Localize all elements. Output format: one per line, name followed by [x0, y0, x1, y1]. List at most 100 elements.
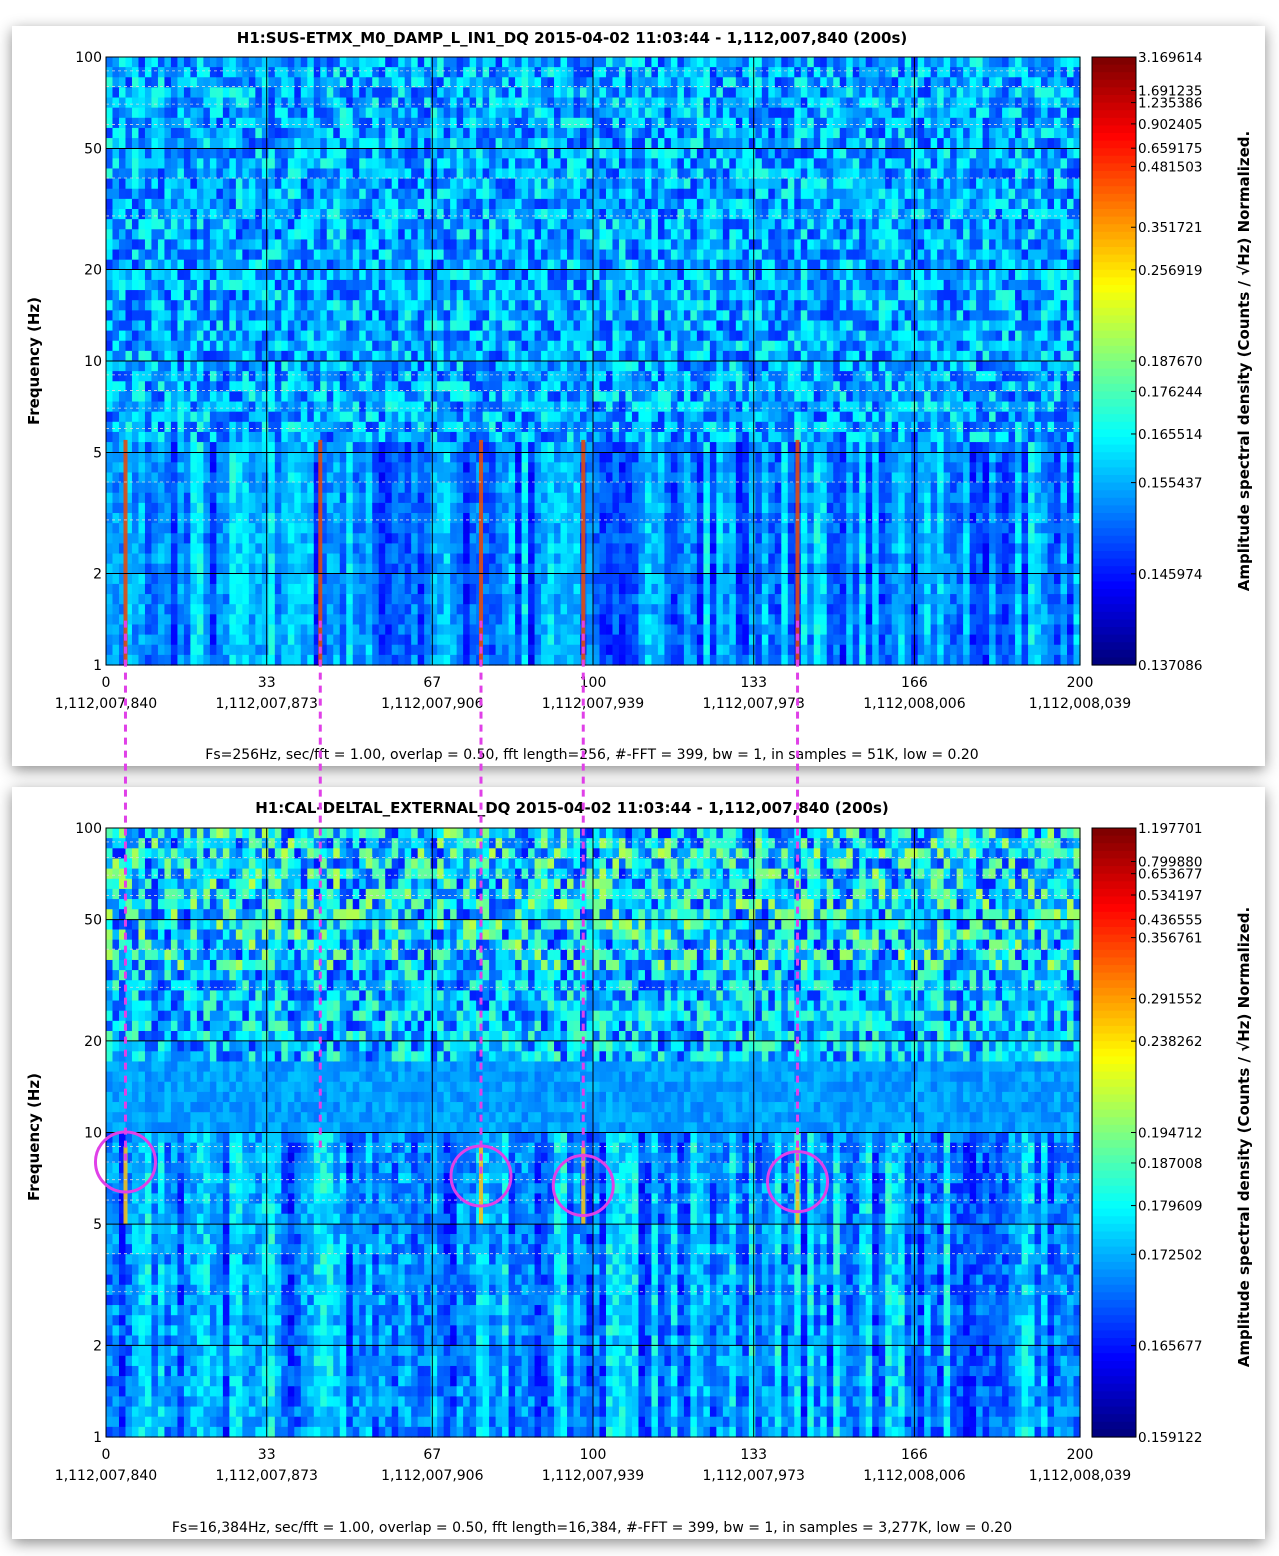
- heatmap-cell: [417, 57, 425, 68]
- heatmap-cell: [307, 442, 315, 453]
- heatmap-cell: [274, 361, 282, 372]
- heatmap-cell: [131, 249, 140, 261]
- heatmap-cell: [618, 442, 627, 453]
- heatmap-cell: [300, 97, 308, 109]
- heatmap-cell: [398, 269, 406, 281]
- heatmap-cell: [489, 310, 497, 322]
- heatmap-cell: [307, 573, 315, 585]
- heatmap-cell: [469, 411, 477, 423]
- heatmap-cell: [222, 148, 230, 159]
- heatmap-cell: [521, 178, 529, 190]
- heatmap-cell: [157, 198, 166, 210]
- heatmap-cell: [489, 168, 497, 180]
- heatmap-cell: [287, 198, 295, 210]
- heatmap-cell: [378, 452, 386, 463]
- heatmap-cell: [430, 269, 438, 281]
- heatmap-cell: [476, 158, 484, 170]
- heatmap-cell: [157, 644, 166, 656]
- heatmap-cell: [560, 421, 568, 433]
- heatmap-cell: [203, 523, 211, 534]
- heatmap-cell: [437, 604, 445, 615]
- heatmap-cell: [118, 391, 127, 403]
- heatmap-cell: [443, 198, 451, 210]
- heatmap-cell: [372, 654, 380, 666]
- heatmap-cell: [333, 442, 341, 453]
- heatmap-cell: [261, 350, 269, 362]
- heatmap-cell: [547, 594, 555, 605]
- heatmap-cell: [515, 107, 523, 119]
- heatmap-cell: [398, 330, 406, 342]
- heatmap-cell: [385, 543, 393, 555]
- heatmap-cell: [618, 391, 627, 403]
- heatmap-cell: [495, 57, 503, 68]
- heatmap-cell: [378, 127, 386, 139]
- heatmap-cell: [138, 452, 146, 463]
- heatmap-cell: [203, 563, 211, 575]
- heatmap-cell: [599, 644, 607, 656]
- heatmap-cell: [268, 573, 276, 585]
- heatmap-cell: [605, 340, 614, 352]
- heatmap-cell: [599, 77, 607, 88]
- heatmap-cell: [307, 371, 315, 382]
- heatmap-cell: [508, 158, 516, 170]
- heatmap-cell: [547, 350, 555, 362]
- heatmap-cell: [612, 361, 620, 372]
- heatmap-cell: [515, 97, 523, 109]
- heatmap-cell: [476, 421, 484, 433]
- heatmap-cell: [294, 57, 302, 68]
- heatmap-cell: [190, 421, 198, 433]
- heatmap-cell: [235, 57, 243, 68]
- heatmap-cell: [586, 594, 594, 605]
- heatmap-cell: [339, 614, 347, 626]
- heatmap-cell: [476, 259, 484, 271]
- heatmap-cell: [560, 411, 568, 423]
- heatmap-cell: [333, 583, 341, 595]
- heatmap-cell: [580, 431, 588, 443]
- heatmap-cell: [430, 340, 438, 352]
- heatmap-cell: [573, 533, 581, 544]
- heatmap-cell: [281, 543, 289, 555]
- heatmap-cell: [385, 209, 393, 220]
- heatmap-cell: [216, 269, 224, 281]
- heatmap-cell: [476, 411, 484, 423]
- heatmap-cell: [274, 462, 282, 474]
- heatmap-cell: [222, 442, 230, 453]
- heatmap-cell: [404, 533, 412, 544]
- heatmap-cell: [417, 604, 425, 615]
- heatmap-cell: [547, 644, 555, 656]
- heatmap-cell: [209, 604, 217, 615]
- heatmap-cell: [118, 472, 127, 484]
- heatmap-cell: [307, 148, 315, 159]
- heatmap-cell: [489, 117, 497, 129]
- heatmap-cell: [144, 391, 153, 403]
- heatmap-cell: [144, 340, 153, 352]
- heatmap-cell: [359, 361, 367, 372]
- heatmap-cell: [547, 340, 555, 352]
- heatmap-cell: [216, 320, 224, 332]
- heatmap-cell: [118, 634, 127, 646]
- heatmap-cell: [164, 482, 172, 494]
- heatmap-cell: [190, 391, 198, 403]
- heatmap-cell: [294, 411, 302, 423]
- heatmap-cell: [580, 178, 588, 190]
- heatmap-cell: [255, 97, 263, 109]
- heatmap-cell: [274, 533, 282, 544]
- heatmap-cell: [463, 57, 471, 68]
- heatmap-cell: [359, 330, 367, 342]
- heatmap-cell: [209, 198, 217, 210]
- heatmap-cell: [450, 178, 458, 190]
- heatmap-cell: [586, 523, 594, 534]
- heatmap-cell: [222, 533, 230, 544]
- heatmap-cell: [631, 67, 640, 78]
- heatmap-cell: [359, 67, 367, 78]
- heatmap-cell: [222, 381, 230, 392]
- heatmap-cell: [586, 431, 594, 443]
- heatmap-cell: [554, 259, 562, 271]
- heatmap-cell: [131, 431, 140, 443]
- heatmap-cell: [638, 310, 646, 322]
- heatmap-cell: [605, 127, 614, 139]
- heatmap-cell: [593, 178, 601, 190]
- heatmap-cell: [463, 492, 471, 504]
- heatmap-cell: [131, 563, 140, 575]
- heatmap-cell: [417, 462, 425, 474]
